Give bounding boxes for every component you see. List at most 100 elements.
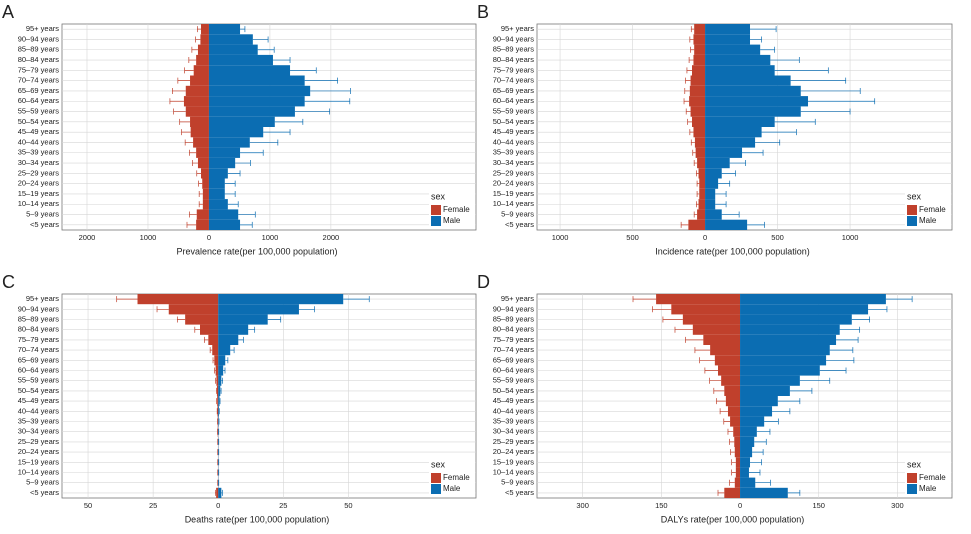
- bar: [218, 487, 222, 498]
- error-bar: [632, 296, 657, 303]
- bar: [208, 24, 241, 35]
- legend-swatch: [907, 473, 917, 483]
- x-tick-label: 1000: [262, 233, 279, 242]
- bar: [740, 487, 788, 498]
- x-tick-label: 50: [84, 501, 92, 510]
- y-tick-label: <5 years: [30, 488, 59, 497]
- error-bar: [310, 87, 351, 94]
- error-bar: [689, 36, 694, 43]
- x-tick-label: 1000: [842, 233, 859, 242]
- x-axis-label: DALYs rate(per 100,000 population): [661, 514, 804, 524]
- bar: [705, 188, 716, 200]
- bar: [740, 345, 830, 356]
- error-bar: [692, 149, 696, 156]
- x-tick-label: 2000: [323, 233, 340, 242]
- error-bar: [829, 347, 854, 354]
- error-bar: [683, 98, 690, 105]
- y-tick-label: 60–64 years: [493, 365, 535, 374]
- y-tick-label: <5 years: [505, 220, 534, 229]
- y-tick-label: 35–39 years: [493, 416, 535, 425]
- y-tick-label: 50–54 years: [493, 386, 535, 395]
- y-tick-label: 10–14 years: [18, 467, 60, 476]
- bar: [216, 385, 219, 396]
- error-bar: [731, 469, 736, 476]
- y-tick-label: 65–69 years: [493, 86, 535, 95]
- y-tick-label: <5 years: [30, 220, 59, 229]
- error-bar: [209, 347, 213, 354]
- y-tick-label: 95+ years: [501, 24, 534, 33]
- error-bar: [754, 438, 767, 445]
- bar: [705, 44, 761, 55]
- error-bar: [230, 347, 235, 354]
- y-tick-label: 85–89 years: [18, 45, 60, 54]
- error-bar: [191, 46, 198, 53]
- y-tick-label: 75–79 years: [493, 335, 535, 344]
- error-bar: [195, 36, 201, 43]
- bar: [705, 116, 775, 127]
- error-bar: [224, 180, 236, 187]
- error-bar: [755, 479, 771, 486]
- x-axis-label: Prevalence rate(per 100,000 population): [176, 246, 337, 256]
- y-tick-label: 40–44 years: [493, 406, 535, 415]
- error-bar: [249, 139, 279, 146]
- error-bar: [688, 57, 694, 64]
- error-bar: [721, 170, 736, 177]
- error-bar: [742, 149, 764, 156]
- error-bar: [868, 306, 888, 313]
- bar: [208, 157, 236, 169]
- error-bar: [715, 190, 727, 197]
- x-tick-label: 2000: [79, 233, 96, 242]
- bar: [705, 137, 756, 148]
- error-bar: [718, 180, 731, 187]
- y-tick-label: 5–9 years: [26, 210, 59, 219]
- error-bar: [198, 190, 203, 197]
- bar: [218, 294, 344, 305]
- error-bar: [221, 489, 223, 496]
- bar: [695, 147, 706, 158]
- error-bar: [836, 336, 859, 343]
- y-tick-label: 45–49 years: [18, 127, 60, 136]
- error-bar: [198, 180, 203, 187]
- bar: [218, 324, 249, 335]
- bar: [218, 406, 220, 417]
- y-tick-label: 80–84 years: [18, 325, 60, 334]
- bar: [656, 294, 741, 305]
- error-bar: [674, 326, 693, 333]
- y-tick-label: 55–59 years: [493, 107, 535, 116]
- x-tick-label: 500: [771, 233, 784, 242]
- bar: [208, 85, 311, 97]
- error-bar: [263, 129, 291, 136]
- bar: [740, 314, 852, 325]
- y-tick-label: 15–19 years: [18, 457, 60, 466]
- legend-title: sex: [431, 191, 446, 201]
- y-tick-label: 25–29 years: [18, 168, 60, 177]
- bar: [208, 116, 275, 127]
- error-bar: [689, 129, 694, 136]
- bar: [201, 24, 209, 35]
- bar: [718, 365, 741, 376]
- error-bar: [304, 98, 351, 105]
- panel-label: D: [477, 272, 490, 292]
- error-bar: [729, 160, 747, 167]
- error-bar: [214, 367, 216, 374]
- error-bar: [219, 398, 221, 405]
- y-tick-label: 30–34 years: [18, 427, 60, 436]
- error-bar: [764, 418, 779, 425]
- x-tick-label: 0: [207, 233, 211, 242]
- error-bar: [750, 459, 762, 466]
- y-tick-label: 85–89 years: [18, 314, 60, 323]
- bar: [734, 447, 741, 458]
- bar: [694, 137, 706, 148]
- bar: [208, 75, 305, 86]
- bar: [721, 375, 741, 386]
- bar: [202, 199, 209, 210]
- legend-swatch: [431, 484, 441, 494]
- bar: [735, 457, 741, 468]
- error-bar: [215, 489, 217, 496]
- plot-area: [61, 293, 477, 499]
- y-tick-label: 35–39 years: [18, 416, 60, 425]
- y-tick-label: 15–19 years: [493, 457, 535, 466]
- bar: [185, 85, 209, 97]
- bar: [196, 54, 209, 66]
